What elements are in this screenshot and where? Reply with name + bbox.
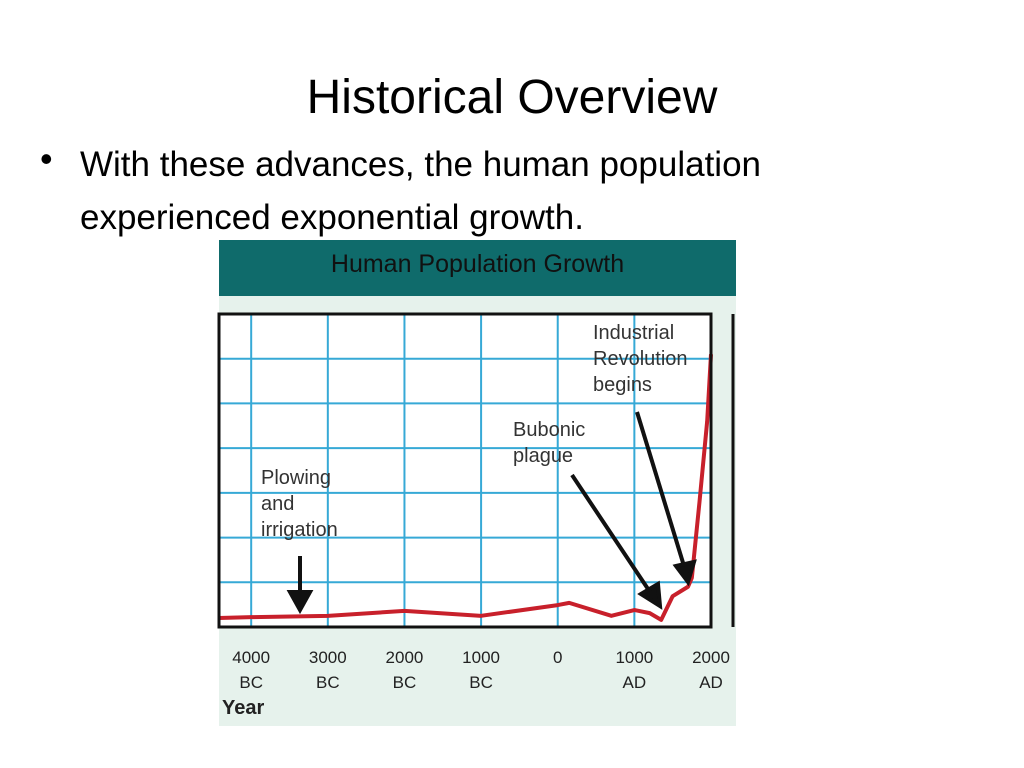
arrows	[286, 411, 697, 615]
arrow-head	[637, 580, 663, 610]
bullet-dot: •	[40, 138, 53, 179]
x-tick-label: 0	[552, 648, 563, 667]
chart-header	[219, 240, 736, 296]
annotation: Plowing and irrigation	[261, 467, 338, 541]
x-tick-label: 2000 BC	[385, 648, 424, 692]
series-line	[218, 354, 713, 622]
arrow	[635, 411, 686, 567]
slide-title: Historical Overview	[306, 71, 718, 124]
arrow-head	[286, 590, 314, 615]
annotation: Bubonic plague	[513, 419, 586, 467]
plot-border	[217, 312, 713, 629]
bullet-text: With these advances, the human populatio…	[80, 145, 761, 237]
x-tick-label: 2000 AD	[692, 648, 730, 692]
x-axis-label: Year	[222, 697, 265, 719]
arrow-head	[672, 559, 697, 587]
chart-title: Human Population Growth	[330, 250, 625, 278]
x-tick-label: 3000 BC	[308, 648, 347, 692]
x-tick-label: 1000 AD	[615, 648, 654, 692]
x-tick-label: 1000 BC	[462, 648, 500, 692]
x-tick-label: 4000 BC	[232, 648, 271, 692]
arrow	[570, 473, 652, 594]
annotation: Industrial Revolution begins	[593, 322, 688, 396]
